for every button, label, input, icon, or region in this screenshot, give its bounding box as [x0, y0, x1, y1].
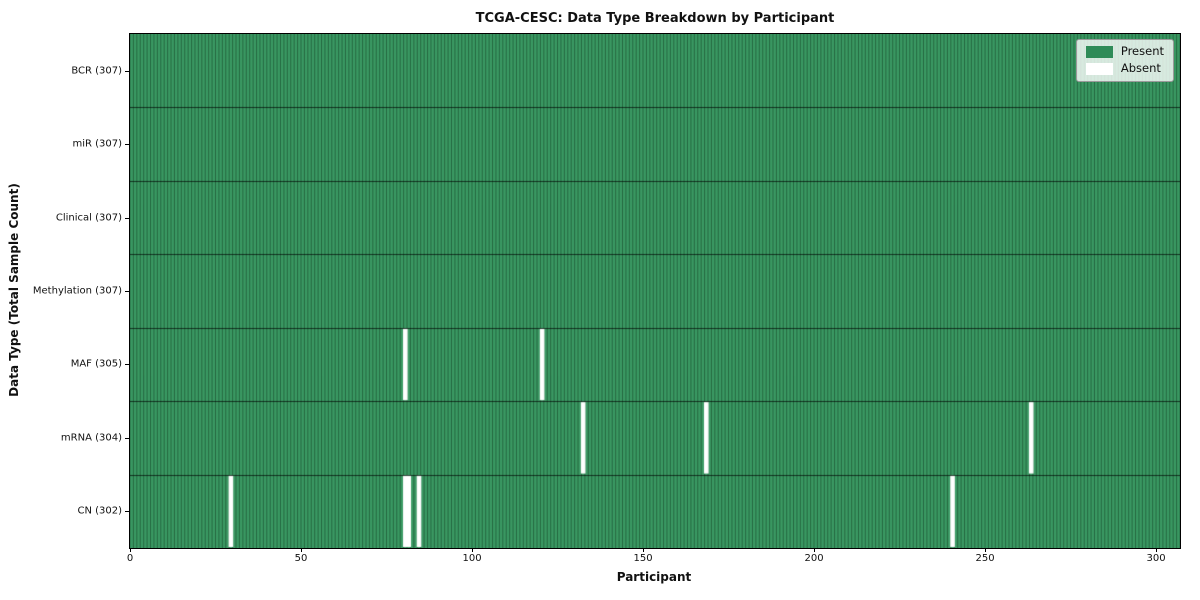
- legend-label: Present: [1120, 44, 1164, 59]
- x-tick-mark: [643, 548, 645, 552]
- y-tick-mark: [125, 70, 129, 72]
- y-tick-label-Clinical: Clinical (307): [55, 212, 122, 224]
- y-tick-mark: [125, 437, 129, 439]
- y-tick-label-Methylation: Methylation (307): [32, 285, 122, 297]
- y-tick-label-BCR: BCR (307): [71, 65, 122, 77]
- y-tick-mark: [125, 144, 129, 146]
- x-tick-label-200: 200: [804, 553, 824, 564]
- x-tick-label-100: 100: [462, 553, 482, 564]
- plot-area: Present Absent: [129, 33, 1181, 549]
- chart-title: TCGA-CESC: Data Type Breakdown by Partic…: [475, 11, 835, 26]
- legend-item-absent: Absent: [1085, 61, 1164, 76]
- y-tick-label-mRNA: mRNA (304): [60, 432, 122, 444]
- y-axis-label: Data Type (Total Sample Count): [7, 183, 21, 397]
- x-tick-mark: [130, 548, 131, 552]
- x-tick-label-0: 0: [126, 553, 134, 564]
- x-tick-label-300: 300: [1146, 553, 1166, 564]
- y-tick-label-CN: CN (302): [77, 505, 122, 517]
- y-tick-mark: [125, 511, 129, 513]
- y-tick-label-MAF: MAF (305): [70, 358, 122, 370]
- x-tick-label-50: 50: [294, 553, 308, 564]
- x-tick-mark: [472, 548, 474, 552]
- x-tick-mark: [814, 548, 816, 552]
- y-tick-mark: [125, 364, 129, 366]
- x-tick-mark: [301, 548, 302, 552]
- x-tick-mark: [1156, 548, 1158, 552]
- heatmap-canvas: [130, 34, 1180, 548]
- legend-swatch-present: [1085, 46, 1113, 58]
- legend-item-present: Present: [1085, 44, 1164, 59]
- x-tick-label-250: 250: [975, 553, 995, 564]
- legend-label: Absent: [1120, 61, 1161, 76]
- y-tick-mark: [125, 291, 129, 292]
- x-tick-label-150: 150: [633, 553, 653, 564]
- x-tick-mark: [985, 548, 987, 552]
- x-axis-label: Participant: [616, 570, 692, 584]
- legend-swatch-absent: [1085, 63, 1113, 75]
- y-tick-mark: [125, 217, 129, 219]
- y-tick-label-miR: miR (307): [72, 138, 122, 150]
- legend: Present Absent: [1075, 39, 1174, 82]
